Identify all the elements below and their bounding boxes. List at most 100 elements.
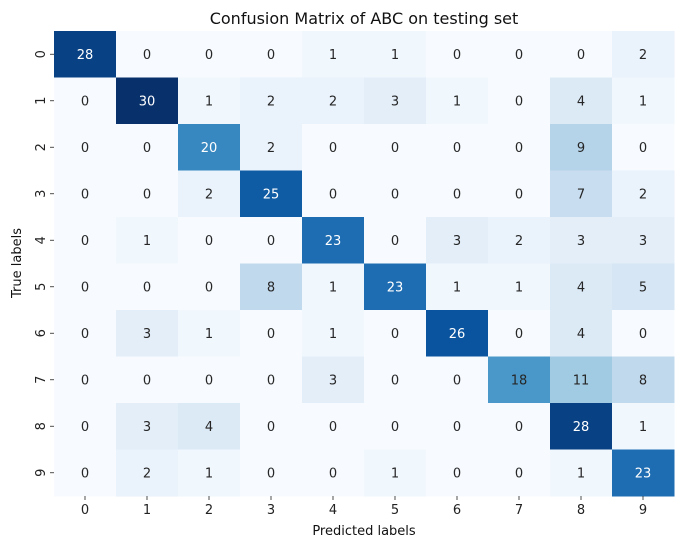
heatmap-cell-2-9 [612, 124, 675, 171]
heatmap-cell-3-4 [302, 170, 365, 218]
heatmap-cell-1-5 [364, 77, 427, 125]
cell-value-label: 2 [515, 234, 523, 249]
heatmap-cell-4-7 [488, 217, 551, 264]
cell-value-label: 0 [81, 94, 89, 109]
cell-value-label: 11 [573, 373, 590, 388]
cell-value-label: 8 [267, 280, 275, 295]
cell-value-label: 1 [577, 466, 585, 481]
y-tick-label: 4 [34, 236, 49, 244]
cell-value-label: 0 [81, 373, 89, 388]
cell-value-label: 1 [329, 48, 337, 63]
cell-value-label: 3 [453, 234, 461, 249]
cell-value-label: 9 [577, 141, 585, 156]
cell-value-label: 25 [263, 187, 280, 202]
heatmap-cell-0-4 [302, 31, 365, 78]
heatmap-cell-0-5 [364, 31, 427, 78]
heatmap-cell-1-2 [178, 77, 241, 125]
y-tick-label: 3 [34, 190, 49, 198]
heatmap-cell-9-5 [364, 449, 427, 497]
cell-value-label: 2 [205, 187, 213, 202]
heatmap-cell-8-3 [240, 403, 303, 450]
heatmap-cell-7-4 [302, 356, 365, 404]
cell-value-label: 2 [329, 94, 337, 109]
cell-value-label: 0 [81, 141, 89, 156]
heatmap-cell-6-4 [302, 310, 365, 357]
cell-value-label: 0 [515, 420, 523, 435]
cell-value-label: 0 [81, 420, 89, 435]
cell-value-label: 0 [515, 48, 523, 63]
cell-value-label: 3 [639, 234, 647, 249]
cell-value-label: 0 [267, 48, 275, 63]
cell-value-label: 1 [329, 280, 337, 295]
cell-value-label: 0 [515, 187, 523, 202]
cell-value-label: 30 [139, 94, 156, 109]
heatmap-cell-6-9 [612, 310, 675, 357]
cell-value-label: 0 [515, 94, 523, 109]
heatmap-cell-8-1 [116, 403, 179, 450]
heatmap-cell-7-3 [240, 356, 303, 404]
heatmap-cell-4-3 [240, 217, 303, 264]
heatmap-cell-6-2 [178, 310, 241, 357]
cell-value-label: 3 [143, 327, 151, 342]
heatmap-cell-8-2 [178, 403, 241, 450]
x-axis-label: Predicted labels [312, 524, 416, 539]
cell-value-label: 1 [391, 466, 399, 481]
heatmap-cell-3-8 [550, 170, 613, 218]
cell-value-label: 4 [577, 94, 585, 109]
cell-value-label: 0 [453, 373, 461, 388]
cell-value-label: 0 [453, 48, 461, 63]
heatmap-cell-0-1 [116, 31, 179, 78]
heatmap-cell-0-2 [178, 31, 241, 78]
heatmap-cell-4-9 [612, 217, 675, 264]
cell-value-label: 0 [81, 187, 89, 202]
heatmap-cell-2-5 [364, 124, 427, 171]
cell-value-label: 26 [449, 327, 466, 342]
heatmap-cell-6-8 [550, 310, 613, 357]
heatmap-cell-8-8 [550, 403, 613, 450]
y-tick-label: 6 [34, 329, 49, 337]
cell-value-label: 0 [515, 466, 523, 481]
heatmap-cell-3-1 [116, 170, 179, 218]
heatmap-cell-0-9 [612, 31, 675, 78]
cell-value-label: 1 [453, 280, 461, 295]
chart-title: Confusion Matrix of ABC on testing set [210, 9, 519, 28]
cell-value-label: 2 [639, 187, 647, 202]
cell-value-label: 0 [81, 234, 89, 249]
cell-value-label: 0 [577, 48, 585, 63]
cell-value-label: 0 [391, 234, 399, 249]
x-tick-label: 0 [81, 503, 89, 518]
heatmap-cell-6-6 [426, 310, 489, 357]
heatmap-cell-9-8 [550, 449, 613, 497]
y-tick-label: 8 [34, 422, 49, 430]
cell-value-label: 18 [511, 373, 528, 388]
y-tick-label: 9 [34, 469, 49, 477]
heatmap-cell-5-1 [116, 263, 179, 311]
heatmap-cell-9-4 [302, 449, 365, 497]
y-tick-label: 7 [34, 376, 49, 384]
heatmap-cell-3-9 [612, 170, 675, 218]
cell-value-label: 23 [325, 234, 342, 249]
heatmap-cell-0-7 [488, 31, 551, 78]
heatmap-cell-1-8 [550, 77, 613, 125]
cell-value-label: 0 [391, 187, 399, 202]
heatmap-cell-3-3 [240, 170, 303, 218]
cell-value-label: 3 [577, 234, 585, 249]
heatmap-cell-7-2 [178, 356, 241, 404]
cell-value-label: 5 [639, 280, 647, 295]
heatmap-cell-1-3 [240, 77, 303, 125]
heatmap-cell-9-7 [488, 449, 551, 497]
cell-value-label: 1 [205, 327, 213, 342]
cell-value-label: 1 [639, 420, 647, 435]
cell-value-label: 1 [639, 94, 647, 109]
x-tick-label: 2 [205, 503, 213, 518]
heatmap-cell-5-8 [550, 263, 613, 311]
heatmap-cell-2-1 [116, 124, 179, 171]
heatmap-cell-9-2 [178, 449, 241, 497]
heatmap-cell-2-4 [302, 124, 365, 171]
cell-value-label: 0 [453, 466, 461, 481]
x-tick-label: 5 [391, 503, 399, 518]
y-tick-label: 5 [34, 283, 49, 291]
heatmap-cell-6-7 [488, 310, 551, 357]
heatmap-cell-1-9 [612, 77, 675, 125]
heatmap-cell-1-7 [488, 77, 551, 125]
